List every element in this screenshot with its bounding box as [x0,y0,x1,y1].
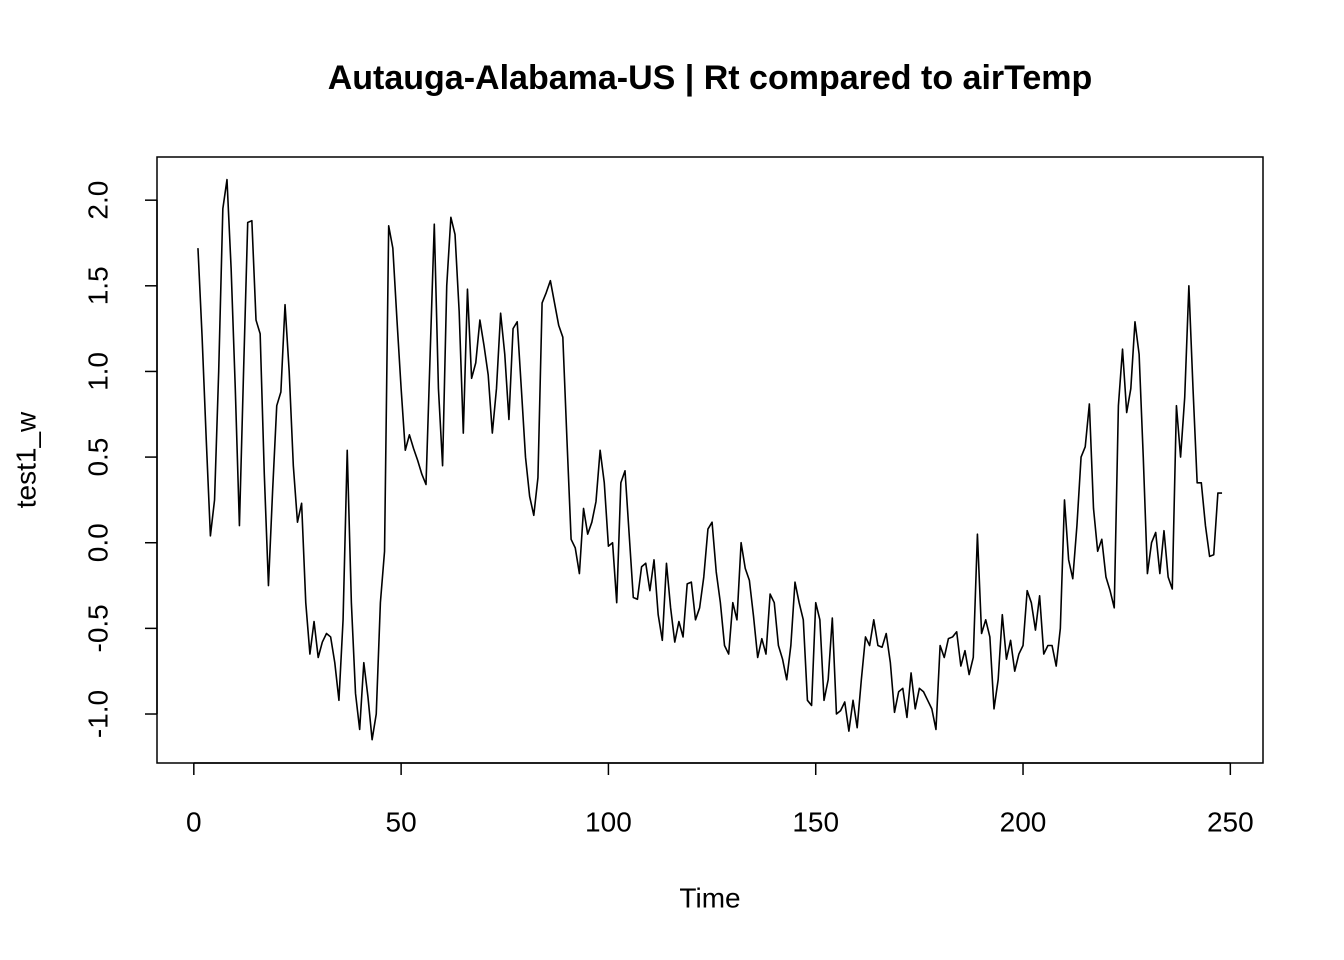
x-tick-label: 250 [1207,806,1254,837]
y-tick-label: -1.0 [82,690,113,738]
x-axis-label: Time [679,882,740,913]
plot-frame [156,156,1264,764]
y-tick-label: 0.0 [82,523,113,562]
series-line [197,178,1223,741]
y-tick-label: 2.0 [82,181,113,220]
chart-title: Autauga-Alabama-US | Rt compared to airT… [328,59,1093,97]
y-tick-label: -0.5 [82,604,113,652]
x-tick-label: 150 [792,806,839,837]
x-tick-label: 0 [186,806,202,837]
x-tick-label: 100 [585,806,632,837]
x-tick-label: 200 [1000,806,1047,837]
y-tick-label: 0.5 [82,438,113,477]
y-tick-label: 1.5 [82,266,113,305]
y-axis-label: test1_w [10,411,41,508]
x-tick-label: 50 [386,806,417,837]
y-tick-label: 1.0 [82,352,113,391]
